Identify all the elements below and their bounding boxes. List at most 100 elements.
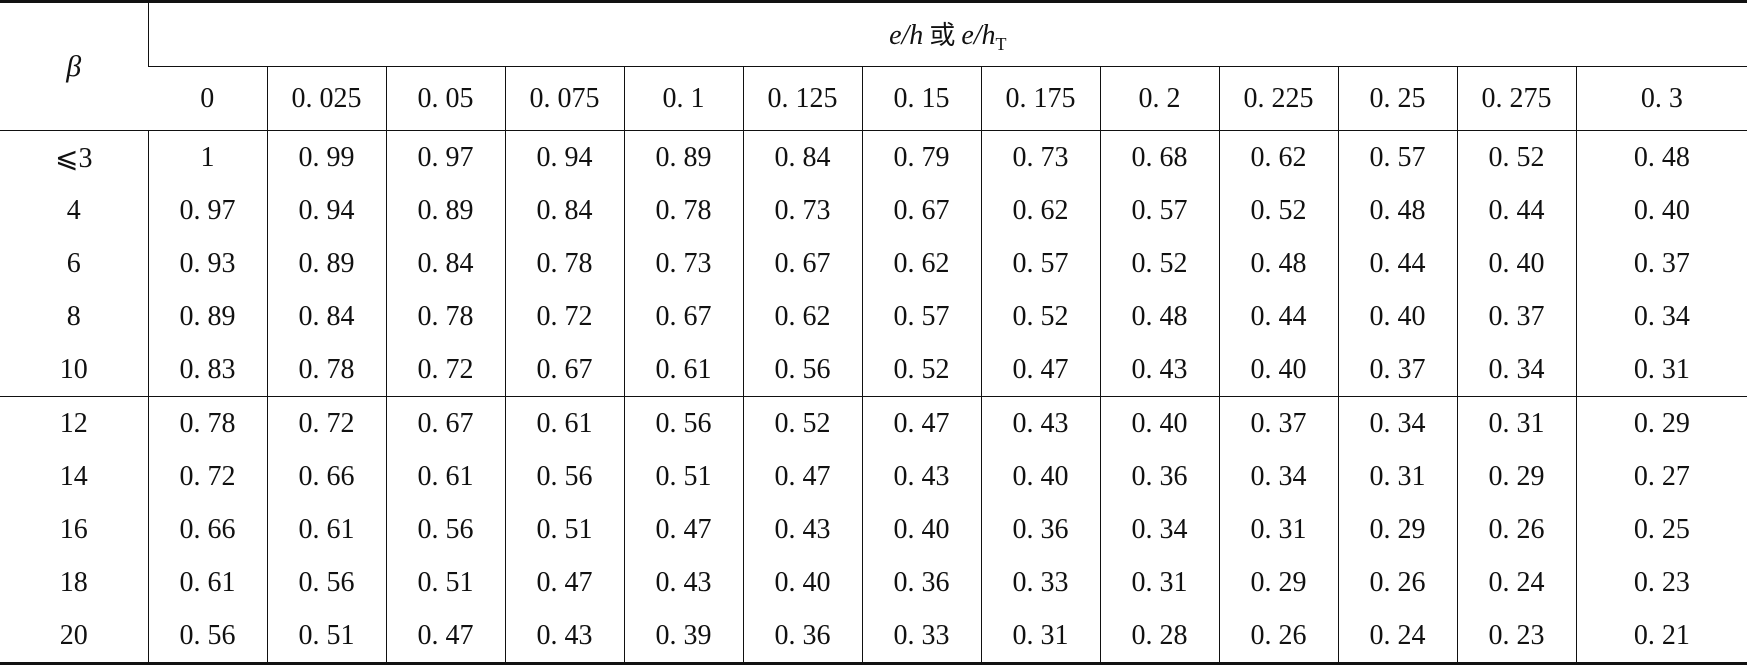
column-header: 0. 125 — [742, 66, 862, 131]
column-header: 0. 25 — [1337, 66, 1457, 131]
cell: 0. 36 — [742, 609, 862, 664]
cell: 0. 31 — [1575, 343, 1747, 397]
cell: 0. 67 — [504, 343, 624, 397]
cell: 0. 37 — [1337, 343, 1457, 397]
row-label: 18 — [59, 566, 88, 598]
cell: 0. 51 — [266, 609, 386, 664]
cell: 0. 56 — [147, 609, 267, 664]
cell: 0. 72 — [266, 396, 386, 450]
cell: 0. 43 — [980, 396, 1100, 450]
cell: 0. 37 — [1575, 237, 1747, 290]
cell: 0. 40 — [742, 556, 862, 609]
cell: 0. 29 — [1337, 503, 1457, 556]
cell: 0. 34 — [1099, 503, 1219, 556]
cell: 0. 43 — [742, 503, 862, 556]
subscript: T — [995, 33, 1007, 54]
cell: 0. 36 — [861, 556, 981, 609]
cell: 0. 78 — [504, 237, 624, 290]
cell: 0. 72 — [504, 290, 624, 343]
cell: 0. 84 — [266, 290, 386, 343]
cell: 0. 40 — [1337, 290, 1457, 343]
cell: 0. 48 — [1575, 130, 1747, 184]
table-row: 6 0. 93 0. 89 0. 84 0. 78 0. 73 0. 67 0. 62 0. 5… — [0, 237, 1747, 290]
cell: 0. 84 — [385, 237, 505, 290]
cell: 0. 62 — [980, 184, 1100, 237]
column-header: 0. 15 — [861, 66, 981, 131]
row-label: ⩽3 — [55, 142, 93, 174]
cell: 0. 57 — [861, 290, 981, 343]
cell: 0. 29 — [1575, 396, 1747, 450]
conjunction: 或 — [929, 20, 956, 51]
column-header: 0 — [148, 66, 267, 131]
cell: 0. 40 — [1218, 343, 1338, 397]
cell: 0. 84 — [742, 130, 862, 184]
cell: 0. 28 — [1099, 609, 1219, 664]
cell: 0. 61 — [266, 503, 386, 556]
cell: 0. 31 — [1456, 396, 1576, 450]
column-header: 0. 1 — [623, 66, 743, 131]
cell: 0. 73 — [980, 130, 1100, 184]
cell: 0. 62 — [742, 290, 862, 343]
cell: 0. 67 — [861, 184, 981, 237]
table-body: ⩽3 1 0. 99 0. 97 0. 94 0. 89 0. 84 0. 79 0. 73 0.… — [0, 130, 1747, 664]
cell: 0. 89 — [147, 290, 267, 343]
table-row: 20 0. 56 0. 51 0. 47 0. 43 0. 39 0. 36 0. 33 0. … — [0, 609, 1747, 664]
cell: 0. 72 — [147, 450, 267, 503]
row-label: 10 — [0, 343, 148, 397]
row-label: 16 — [59, 513, 88, 545]
cell: 0. 34 — [1456, 343, 1576, 397]
cell: 0. 31 — [1218, 503, 1338, 556]
table-row: ⩽3 1 0. 99 0. 97 0. 94 0. 89 0. 84 0. 79 0. 73 0.… — [0, 130, 1747, 184]
cell: 0. 39 — [623, 609, 743, 664]
cell: 0. 25 — [1575, 503, 1747, 556]
cell: 0. 67 — [623, 290, 743, 343]
cell: 0. 26 — [1218, 609, 1338, 664]
group-header: e/h 或 e/hT — [147, 1, 1747, 67]
cell: 0. 47 — [385, 609, 505, 664]
cell: 0. 67 — [742, 237, 862, 290]
table-row: 18 0. 61 0. 56 0. 51 0. 47 0. 43 0. 40 0. 36 0. … — [0, 556, 1747, 609]
cell: 0. 26 — [1456, 503, 1576, 556]
cell: 0. 27 — [1575, 450, 1747, 503]
cell: 0. 47 — [742, 450, 862, 503]
row-label: 8 — [66, 300, 81, 332]
cell: 0. 78 — [385, 290, 505, 343]
cell: 0. 73 — [623, 237, 743, 290]
cell: 0. 89 — [623, 130, 743, 184]
cell: 0. 43 — [1099, 343, 1219, 397]
cell: 0. 61 — [385, 450, 505, 503]
cell: 0. 33 — [861, 609, 981, 664]
cell: 0. 99 — [266, 130, 386, 184]
cell: 0. 43 — [623, 556, 743, 609]
cell: 0. 52 — [980, 290, 1100, 343]
cell: 0. 48 — [1099, 290, 1219, 343]
cell: 0. 56 — [504, 450, 624, 503]
cell: 0. 44 — [1456, 184, 1576, 237]
cell: 0. 34 — [1218, 450, 1338, 503]
row-label: 12 — [59, 407, 88, 439]
cell: 0. 40 — [1456, 237, 1576, 290]
cell: 0. 93 — [147, 237, 267, 290]
cell: 0. 78 — [147, 396, 267, 450]
cell: 0. 61 — [623, 343, 743, 397]
cell: 0. 31 — [1337, 450, 1457, 503]
cell: 0. 52 — [1099, 237, 1219, 290]
cell: 0. 34 — [1575, 290, 1747, 343]
column-header: 0. 225 — [1218, 66, 1338, 131]
cell: 0. 62 — [861, 237, 981, 290]
cell: 0. 26 — [1337, 556, 1457, 609]
column-header: 0. 275 — [1456, 66, 1576, 131]
cell: 0. 94 — [504, 130, 624, 184]
cell: 0. 61 — [504, 396, 624, 450]
cell: 0. 29 — [1456, 450, 1576, 503]
table-row: 12 0. 78 0. 72 0. 67 0. 61 0. 56 0. 52 0. 47 0. … — [0, 396, 1747, 450]
column-header: 0. 075 — [504, 66, 624, 131]
table-row: 16 0. 66 0. 61 0. 56 0. 51 0. 47 0. 43 0. 40 0. … — [0, 503, 1747, 556]
variable: e/h — [961, 19, 996, 51]
row-label: 20 — [59, 619, 88, 651]
cell: 0. 51 — [385, 556, 505, 609]
cell: 0. 31 — [980, 609, 1100, 664]
cell: 0. 52 — [1456, 130, 1576, 184]
